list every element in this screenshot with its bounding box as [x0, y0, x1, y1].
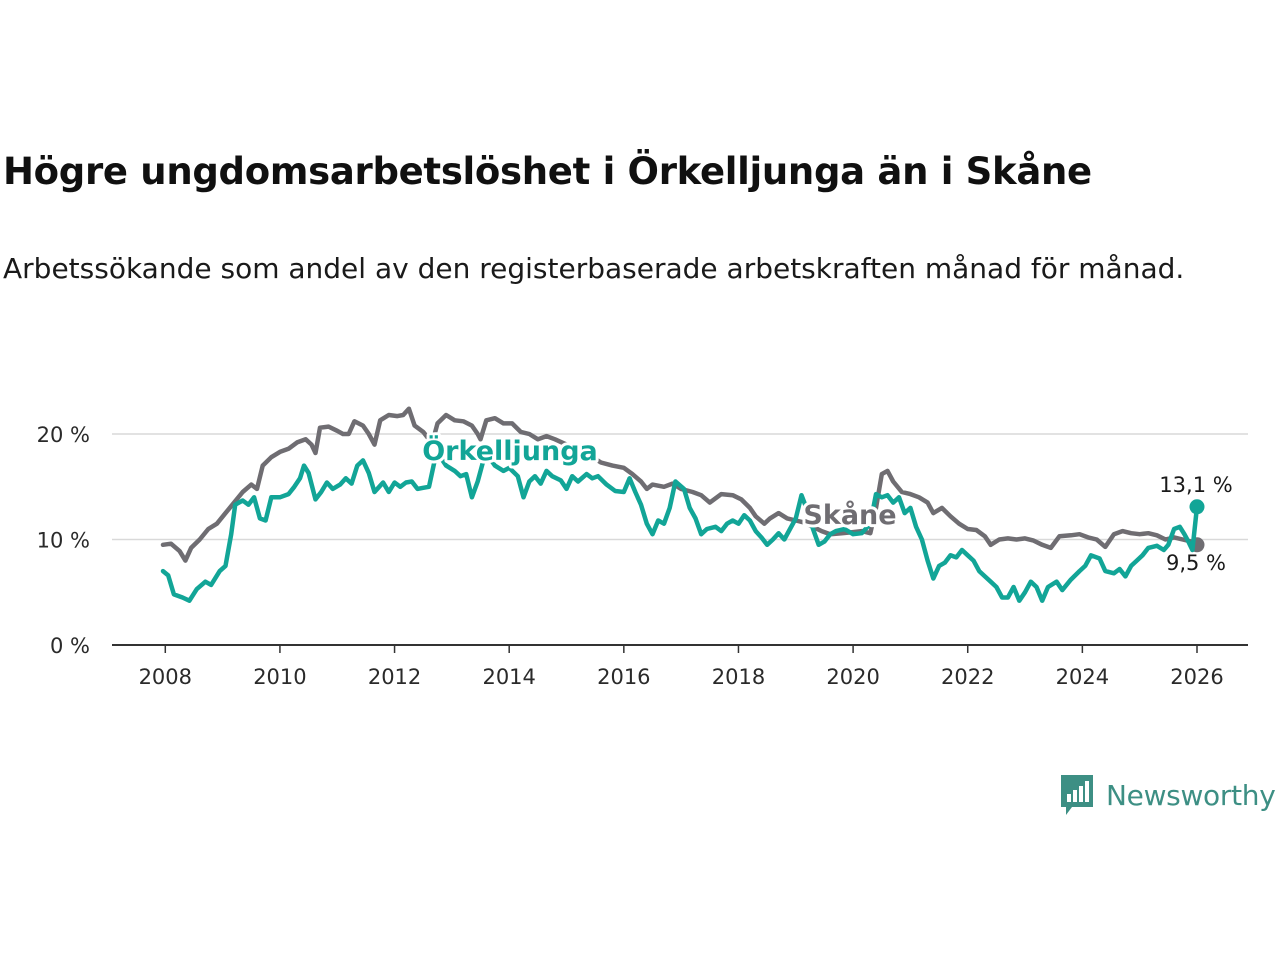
x-tick-label: 2018 [712, 665, 765, 689]
series-end-label-orkelljunga: 13,1 % [1159, 473, 1232, 497]
y-tick-label: 0 % [50, 634, 90, 658]
x-axis: 2008 2010 2012 2014 2016 2018 2020 2022 2024 2026 [112, 644, 1248, 689]
x-tick-label: 2010 [253, 665, 306, 689]
newsworthy-logo: Newsworthy [1058, 772, 1276, 818]
newsworthy-logo-icon [1061, 775, 1093, 815]
chart-title: Högre ungdomsarbetslöshet i Örkelljunga … [3, 150, 1092, 193]
y-tick-label: 10 % [37, 529, 90, 553]
series-line-orkelljunga [160, 454, 1200, 603]
x-tick-label: 2022 [941, 665, 994, 689]
series-end-marker-orkelljunga [1189, 499, 1205, 515]
newsworthy-logo-text: Newsworthy [1106, 778, 1276, 812]
series-label-orkelljunga: Örkelljunga [422, 434, 598, 467]
y-tick-label: 20 % [37, 423, 90, 447]
series-end-label-skane: 9,5 % [1166, 551, 1226, 575]
series-lines [160, 406, 1205, 603]
series-label-skane: Skåne [803, 499, 896, 531]
series-line-skane [160, 406, 1200, 563]
chart-subtitle: Arbetssökande som andel av den registerb… [3, 252, 1185, 285]
x-tick-label: 2014 [482, 665, 535, 689]
y-axis: 0 % 10 % 20 % [37, 423, 90, 658]
x-tick-label: 2012 [368, 665, 421, 689]
x-tick-label: 2026 [1170, 665, 1223, 689]
x-tick-label: 2008 [139, 665, 192, 689]
x-tick-label: 2020 [826, 665, 879, 689]
x-tick-label: 2024 [1056, 665, 1109, 689]
x-tick-label: 2016 [597, 665, 650, 689]
series-labels: Skåne 9,5 % Örkelljunga 13,1 % [419, 431, 1232, 575]
